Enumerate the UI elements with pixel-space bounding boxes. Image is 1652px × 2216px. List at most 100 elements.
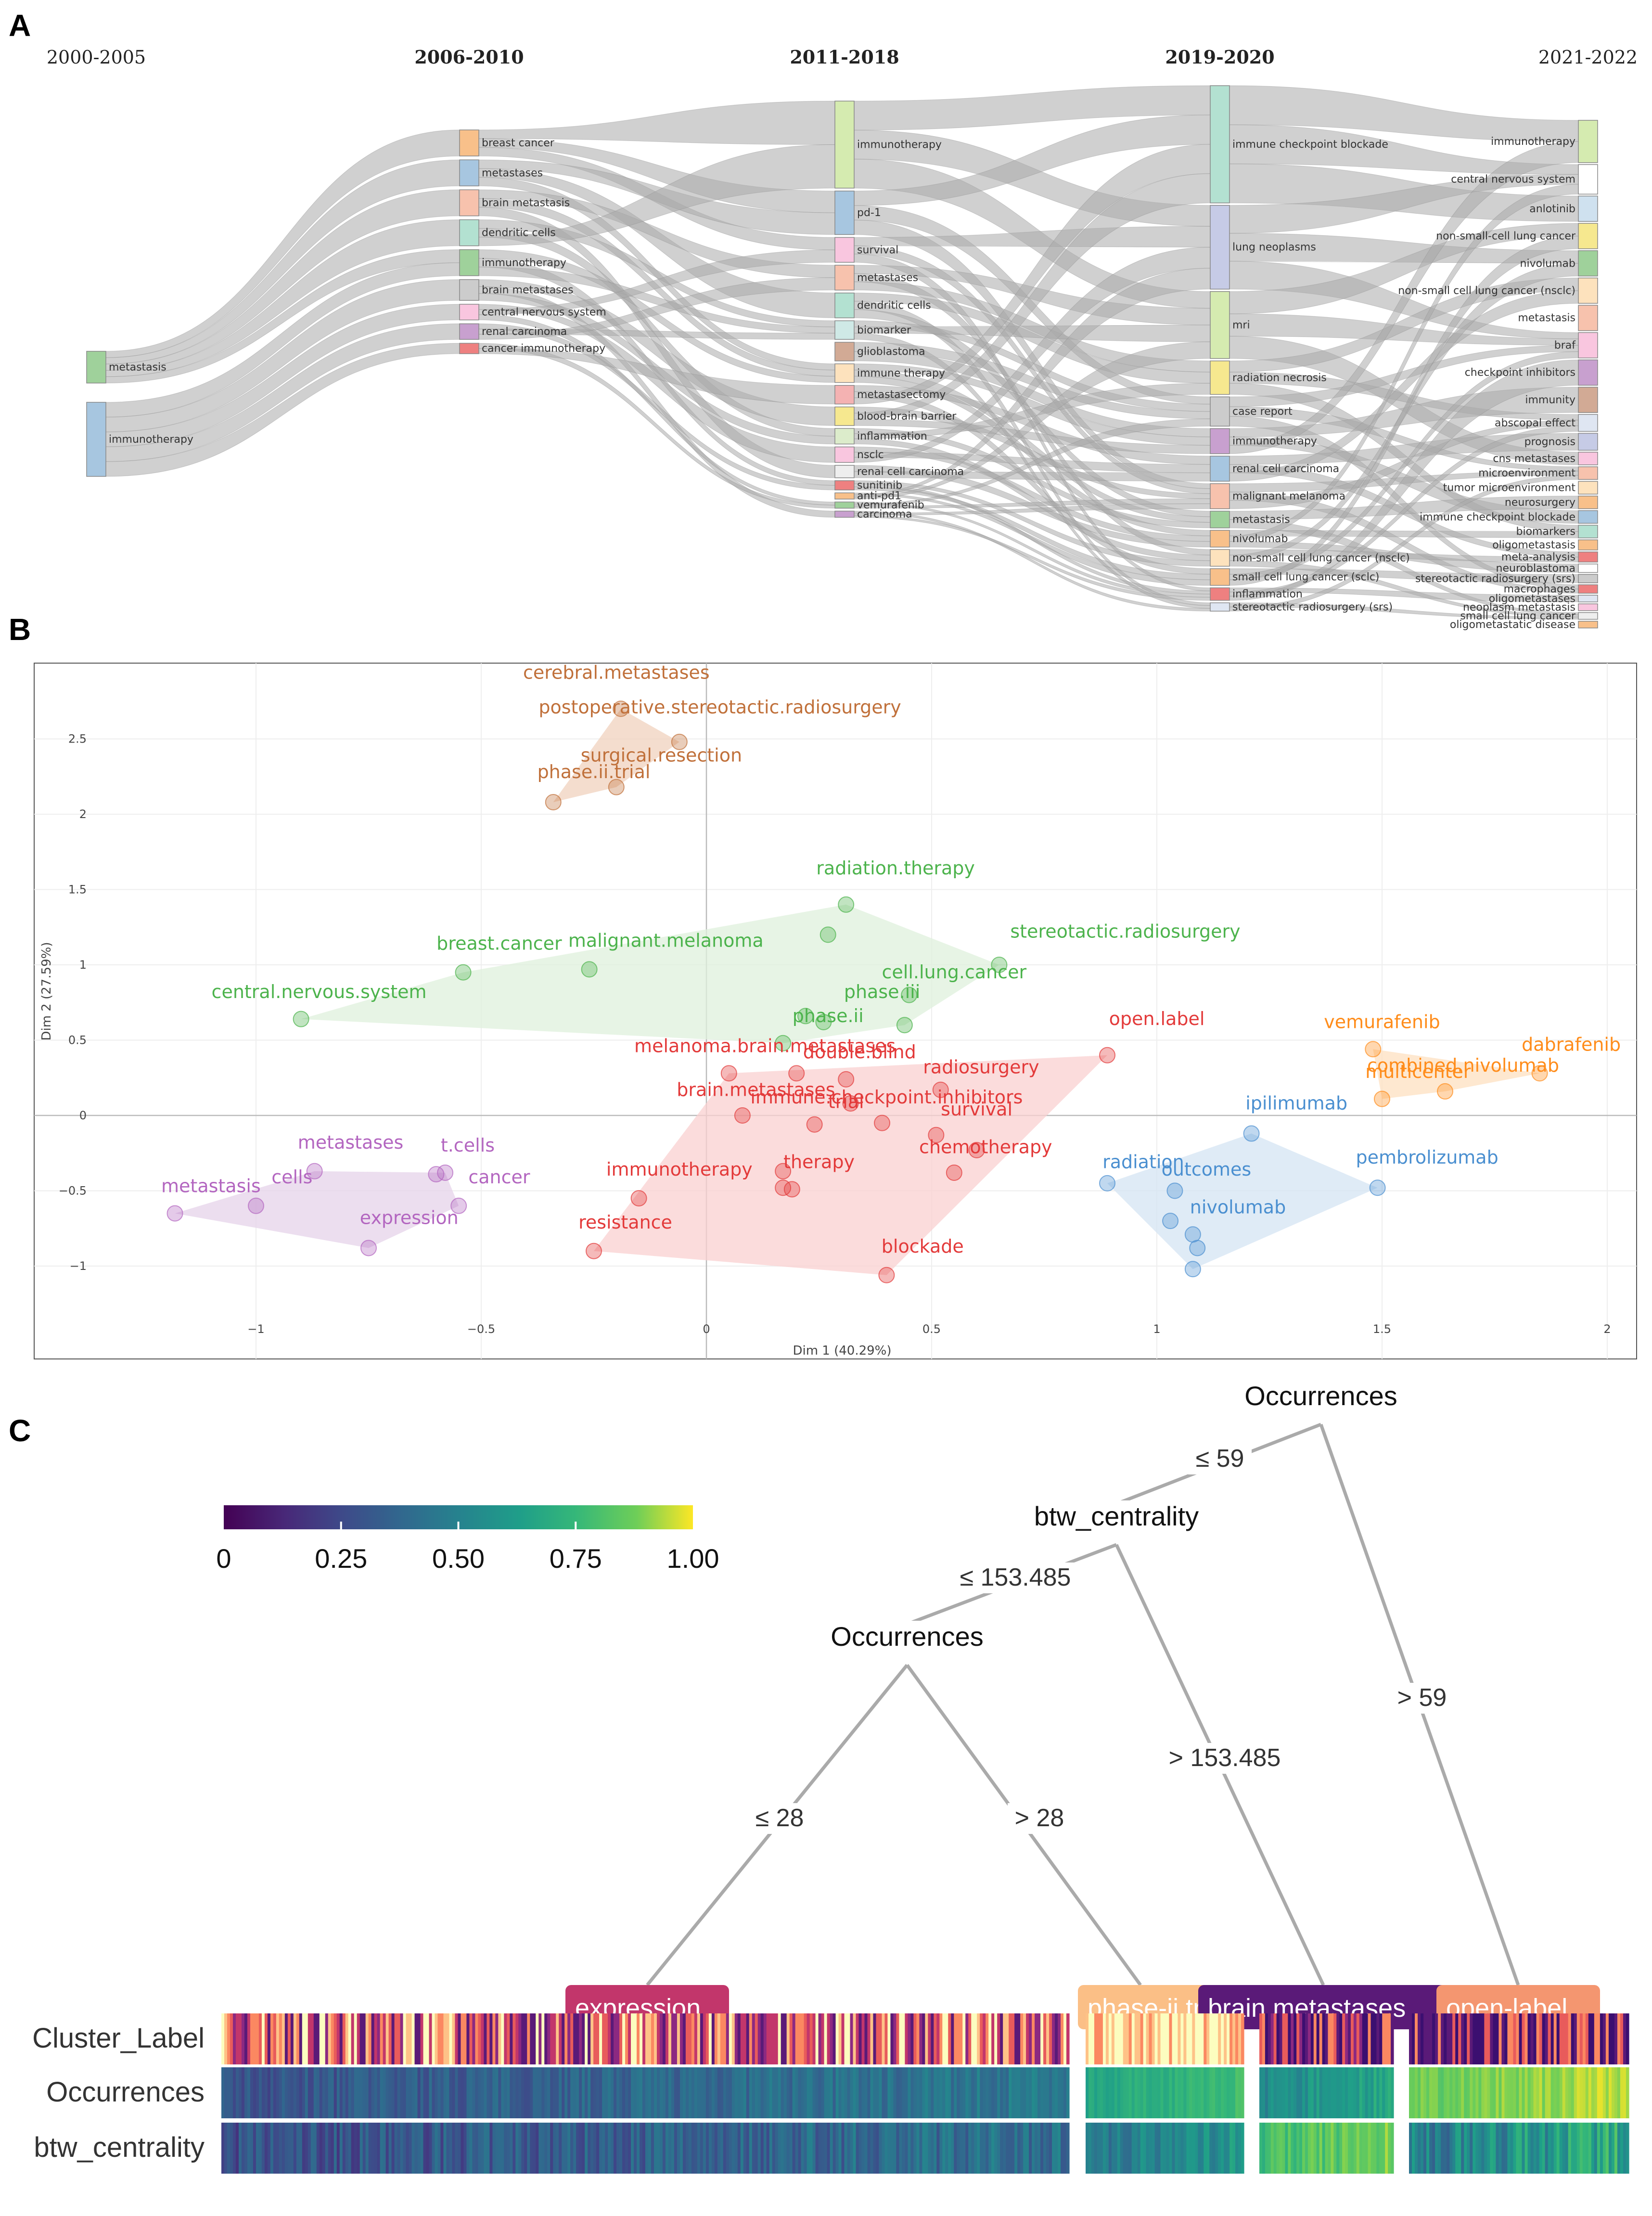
heat-cell-occurrences (1175, 2067, 1178, 2118)
point-malignant-melanoma (581, 961, 598, 978)
heat-cell-occurrences (368, 2067, 372, 2118)
sankey-node-label: non-small cell lung cancer (nsclc) (1398, 285, 1575, 297)
sankey-node-inflammation (1210, 587, 1230, 601)
heat-cell-occurrences (1209, 2067, 1213, 2118)
heat-cell-occurrences (579, 2067, 582, 2118)
heat-cell-btw-centrality (576, 2123, 579, 2174)
heat-cell-occurrences (307, 2067, 311, 2118)
heat-cell-cluster (1189, 2013, 1192, 2064)
sankey-node-metastasis (86, 351, 106, 384)
heat-cell-btw-centrality (1356, 2123, 1360, 2174)
heat-cell-occurrences (752, 2067, 756, 2118)
heat-cell-cluster (411, 2013, 415, 2064)
point-metastasis (166, 1205, 183, 1222)
heat-cell-occurrences (276, 2067, 280, 2118)
heat-cell-cluster (781, 2013, 784, 2064)
point-label-multicenter: multicenter (1365, 1061, 1471, 1082)
heat-cell-btw-centrality (1111, 2123, 1115, 2174)
heat-cell-btw-centrality (1316, 2123, 1320, 2174)
heat-cell-cluster (665, 2013, 669, 2064)
heat-cell-btw-centrality (230, 2123, 233, 2174)
heat-cell-cluster (564, 2013, 568, 2064)
heat-cell-occurrences (804, 2067, 807, 2118)
heat-cell-btw-centrality (244, 2123, 248, 2174)
heat-cell-btw-centrality (786, 2123, 790, 2174)
heat-cell-cluster (293, 2013, 297, 2064)
heat-cell-cluster (1333, 2013, 1337, 2064)
heat-cell-occurrences (1464, 2067, 1467, 2118)
x-axis-label: Dim 1 (40.29%) (793, 1344, 891, 1358)
heat-cell-cluster (331, 2013, 334, 2064)
heat-cell-occurrences (1539, 2067, 1543, 2118)
heat-cell-cluster (662, 2013, 666, 2064)
sankey-node-label: sunitinib (857, 480, 902, 492)
x-tick-label: 2 (1603, 1322, 1611, 1336)
point-label-surgical-resection: surgical.resection (581, 744, 742, 766)
heat-cell-occurrences (1359, 2067, 1363, 2118)
heat-cell-cluster (913, 2013, 917, 2064)
heat-cell-occurrences (336, 2067, 340, 2118)
heat-cell-cluster (962, 2013, 966, 2064)
heat-cell-btw-centrality (1279, 2123, 1283, 2174)
cluster-brown: cerebral.metastasespostoperative.stereot… (523, 663, 901, 810)
heat-cell-occurrences (333, 2067, 337, 2118)
sankey-node-label: immunotherapy (857, 139, 942, 151)
sankey-node-label: radiation necrosis (1232, 372, 1327, 384)
heat-cell-occurrences (1600, 2067, 1603, 2118)
heat-cell-btw-centrality (1322, 2123, 1326, 2174)
heat-cell-btw-centrality (801, 2123, 805, 2174)
heat-cell-btw-centrality (333, 2123, 337, 2174)
heat-cell-cluster (1530, 2013, 1534, 2064)
heat-cell-occurrences (1114, 2067, 1118, 2118)
sankey-node-small-cell-lung-cancer (1578, 612, 1598, 620)
point-label-postoperative-stereotactic-radiosurgery: postoperative.stereotactic.radiosurgery (538, 696, 901, 717)
heat-cell-occurrences (1032, 2067, 1035, 2118)
heat-cell-btw-centrality (1510, 2123, 1514, 2174)
heat-cell-cluster (957, 2013, 960, 2064)
heat-cell-cluster (1391, 2013, 1394, 2064)
heat-cell-cluster (1063, 2013, 1067, 2064)
heat-cell-cluster (1412, 2013, 1415, 2064)
heat-cell-cluster (1368, 2013, 1371, 2064)
heat-cell-occurrences (905, 2067, 908, 2118)
y-axis-label: Dim 2 (27.59%) (39, 942, 54, 1040)
heat-cell-btw-centrality (792, 2123, 796, 2174)
heat-cell-occurrences (1140, 2067, 1144, 2118)
heat-cell-occurrences (590, 2067, 594, 2118)
heat-cell-occurrences (1265, 2067, 1268, 2118)
edge-label: ≤ 153.485 (960, 1563, 1071, 1591)
heat-cell-occurrences (1513, 2067, 1517, 2118)
heat-cell-cluster (994, 2013, 998, 2064)
heat-cell-btw-centrality (772, 2123, 776, 2174)
sankey-node-immune-therapy (834, 363, 855, 383)
sankey-node-immunotherapy (86, 402, 106, 477)
heat-cell-occurrences (873, 2067, 877, 2118)
heat-cell-cluster (1423, 2013, 1427, 2064)
sankey-node-microenvironment (1578, 466, 1598, 480)
heat-cell-occurrences (674, 2067, 678, 2118)
heat-cell-occurrences (1467, 2067, 1470, 2118)
heat-cell-occurrences (651, 2067, 654, 2118)
heat-cell-occurrences (310, 2067, 314, 2118)
sankey-node-oligometastases (1578, 594, 1598, 602)
heat-cell-cluster (527, 2013, 530, 2064)
heat-cell-btw-centrality (795, 2123, 799, 2174)
heat-cell-btw-centrality (1137, 2123, 1141, 2174)
heat-cell-btw-centrality (287, 2123, 291, 2174)
heat-cell-cluster (1582, 2013, 1586, 2064)
heat-cell-cluster (1313, 2013, 1317, 2064)
heat-cell-btw-centrality (884, 2123, 888, 2174)
heat-cell-cluster (1052, 2013, 1055, 2064)
heat-cell-occurrences (723, 2067, 727, 2118)
point-label-breast-cancer: breast.cancer (436, 933, 562, 954)
heat-cell-btw-centrality (971, 2123, 974, 2174)
heat-cell-btw-centrality (781, 2123, 784, 2174)
tree-node-bg (820, 1621, 994, 1655)
sankey-node-label: metastasectomy (857, 389, 946, 401)
heat-cell-occurrences (1120, 2067, 1124, 2118)
heat-cell-btw-centrality (1017, 2123, 1021, 2174)
colorbar-tick-label: 0.50 (432, 1543, 485, 1574)
heat-cell-occurrences (760, 2067, 764, 2118)
heat-cell-btw-centrality (1350, 2123, 1354, 2174)
